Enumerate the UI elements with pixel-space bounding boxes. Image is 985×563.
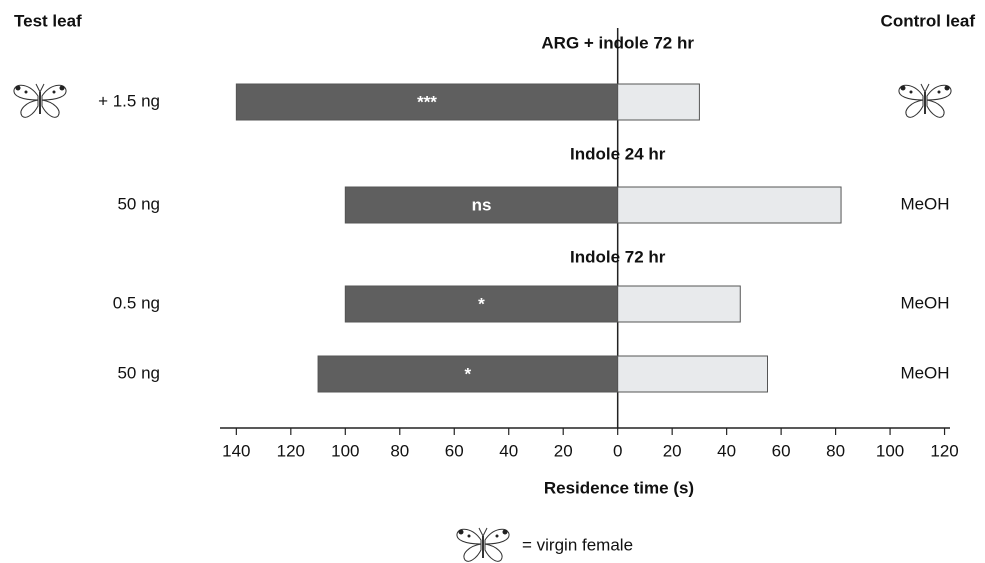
wing bbox=[463, 543, 482, 562]
control-label: MeOH bbox=[900, 363, 949, 382]
antenna bbox=[35, 83, 45, 93]
right-header: Control leaf bbox=[881, 11, 976, 30]
x-tick-label: 100 bbox=[876, 441, 904, 460]
wing-spot bbox=[502, 529, 508, 535]
antenna bbox=[920, 83, 930, 93]
x-tick-label: 40 bbox=[499, 441, 518, 460]
butterfly-icon bbox=[456, 527, 510, 562]
x-tick-label: 20 bbox=[663, 441, 682, 460]
wing-spot bbox=[495, 534, 499, 538]
x-tick-label: 0 bbox=[613, 441, 622, 460]
x-tick-label: 40 bbox=[717, 441, 736, 460]
wing bbox=[484, 543, 503, 562]
wing-spot bbox=[15, 85, 21, 91]
wing-spot bbox=[909, 90, 913, 94]
bar bbox=[235, 83, 619, 121]
row-label: + 1.5 ng bbox=[98, 91, 160, 110]
bar bbox=[344, 186, 619, 224]
bar bbox=[617, 186, 842, 224]
control-label: MeOH bbox=[900, 194, 949, 213]
x-tick-label: 80 bbox=[390, 441, 409, 460]
x-tick-label: 80 bbox=[826, 441, 845, 460]
significance: ns bbox=[472, 195, 492, 214]
butterfly-icon bbox=[13, 83, 67, 118]
row-label: 50 ng bbox=[117, 194, 160, 213]
wing bbox=[905, 99, 924, 118]
significance: *** bbox=[417, 92, 437, 111]
control-label: MeOH bbox=[900, 293, 949, 312]
wing-spot bbox=[900, 85, 906, 91]
bar bbox=[317, 355, 619, 393]
x-tick-label: 140 bbox=[222, 441, 250, 460]
x-tick-label: 60 bbox=[445, 441, 464, 460]
x-tick-label: 120 bbox=[277, 441, 305, 460]
wing bbox=[926, 99, 945, 118]
wing-spot bbox=[24, 90, 28, 94]
x-tick-label: 120 bbox=[930, 441, 958, 460]
left-header: Test leaf bbox=[14, 11, 82, 30]
wing-spot bbox=[944, 85, 950, 91]
wing-spot bbox=[467, 534, 471, 538]
significance: * bbox=[465, 364, 472, 383]
group-title: Indole 24 hr bbox=[570, 144, 666, 163]
x-tick-label: 20 bbox=[554, 441, 573, 460]
antenna bbox=[478, 527, 488, 537]
group-title: Indole 72 hr bbox=[570, 247, 666, 266]
wing bbox=[20, 99, 39, 118]
x-axis-label: Residence time (s) bbox=[544, 478, 694, 497]
wing-spot bbox=[937, 90, 941, 94]
bar bbox=[617, 285, 741, 323]
butterfly-icon bbox=[898, 83, 952, 118]
x-tick-label: 100 bbox=[331, 441, 359, 460]
legend-label: = virgin female bbox=[522, 535, 633, 554]
wing bbox=[41, 99, 60, 118]
row-label: 50 ng bbox=[117, 363, 160, 382]
group-title: ARG + indole 72 hr bbox=[541, 33, 694, 52]
bar bbox=[617, 83, 700, 121]
wing-spot bbox=[458, 529, 464, 535]
wing-spot bbox=[59, 85, 65, 91]
x-tick-label: 60 bbox=[772, 441, 791, 460]
row-label: 0.5 ng bbox=[113, 293, 160, 312]
bar bbox=[617, 355, 769, 393]
wing-spot bbox=[52, 90, 56, 94]
significance: * bbox=[478, 294, 485, 313]
bar bbox=[344, 285, 619, 323]
